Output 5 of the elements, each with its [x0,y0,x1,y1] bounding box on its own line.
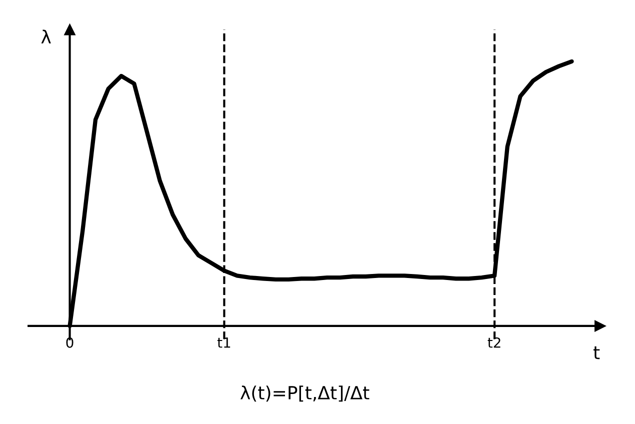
text: λ(t)=P[t,Δt]/Δt [240,386,370,402]
y-axis-title: λ [41,30,51,44]
x-tick-label: t2 [488,337,500,348]
x-axis-title: t [593,346,600,360]
x-tick-label: t1 [217,338,230,348]
